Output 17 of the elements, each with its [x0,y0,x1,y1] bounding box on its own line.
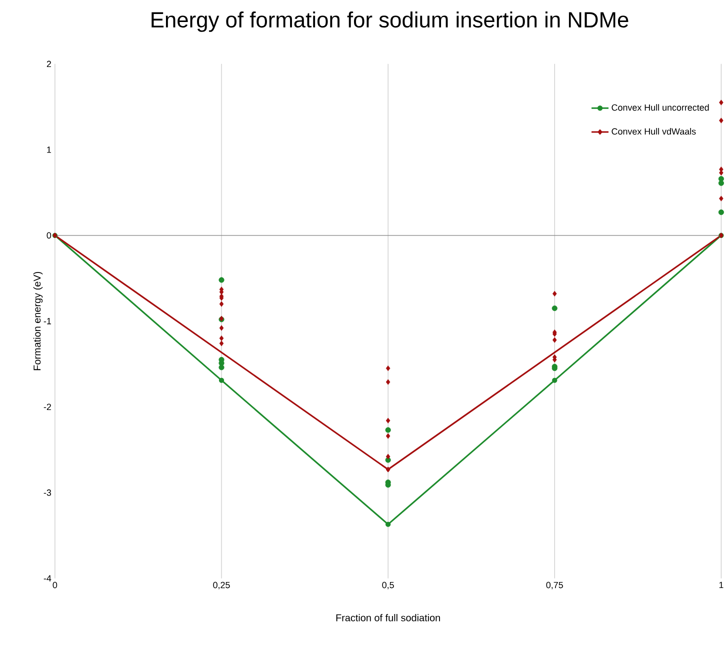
y-tick-label: -1 [44,318,51,324]
legend-label: Convex Hull uncorrected [612,104,709,111]
legend-label: Convex Hull vdWaals [612,128,696,134]
y-tick-label: -3 [44,489,52,496]
x-tick-label: 0,75 [546,582,563,590]
chart-title: Energy of formation for sodium insertion in NDMe [152,11,628,32]
y-axis-title: Formation energy (eV) [33,272,43,370]
y-tick-label: 2 [46,60,51,67]
x-tick-label: 1 [719,582,724,588]
x-axis-title: Fraction of full sodiation [336,614,440,622]
x-tick-label: 0,25 [213,582,230,590]
y-tick-label: 0 [46,232,52,238]
y-tick-label: -2 [44,404,51,410]
x-tick-label: 0 [52,582,58,588]
y-tick-label: -4 [44,575,52,582]
y-tick-label: 1 [47,146,51,153]
x-tick-label: 0,5 [382,582,394,590]
